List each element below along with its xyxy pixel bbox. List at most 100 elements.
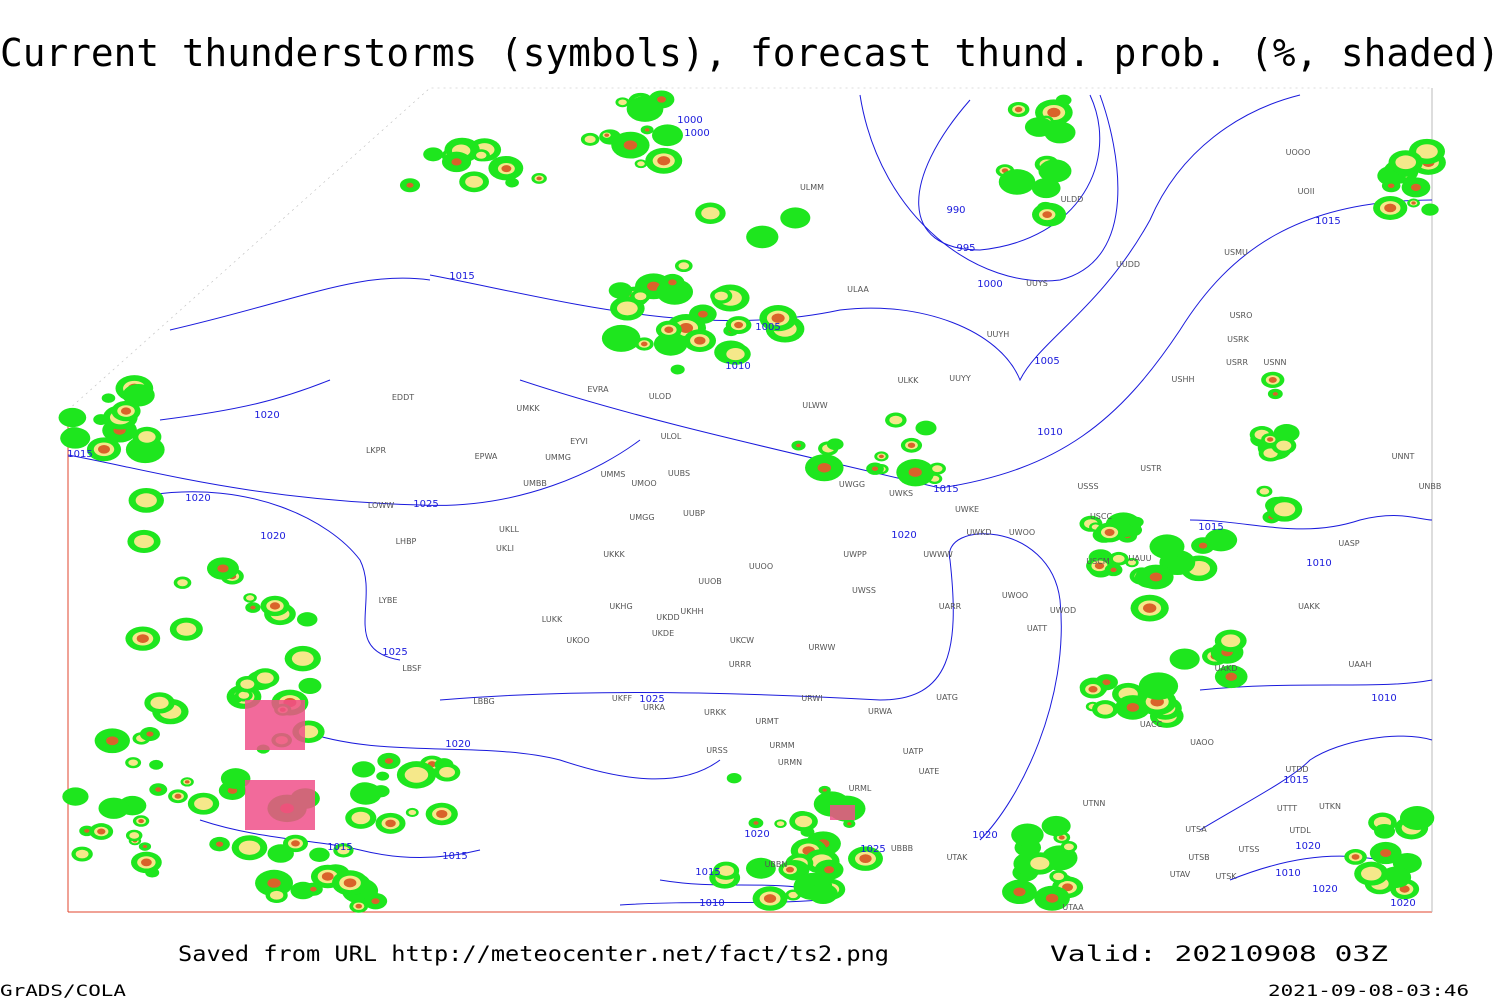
station-label: USRO — [1230, 311, 1253, 320]
shade-high — [98, 445, 110, 454]
station-label: UBBB — [891, 844, 913, 853]
isobar — [519, 199, 1433, 489]
station-label: ULKK — [898, 376, 920, 385]
shade-high — [694, 336, 706, 345]
shade-mid — [788, 891, 798, 899]
isobar — [149, 491, 401, 661]
shade-high — [847, 822, 852, 826]
shade-mid — [128, 759, 138, 766]
station-label: UUYH — [987, 330, 1010, 339]
shade-high — [1387, 183, 1395, 189]
station-label: URWW — [809, 643, 836, 652]
station-label: UTAK — [947, 853, 969, 862]
station-label: UMOO — [631, 479, 656, 488]
isobar-label: 995 — [956, 243, 975, 254]
station-label: ULDD — [1061, 195, 1084, 204]
station-label: URKA — [643, 703, 666, 712]
shade-low — [780, 207, 811, 229]
isobar-label: 1025 — [639, 694, 664, 705]
shade-low — [505, 177, 519, 188]
shade-high — [142, 844, 148, 849]
shade-low — [915, 420, 937, 436]
shade-mid — [465, 175, 484, 188]
station-label: UAAH — [1348, 660, 1371, 669]
shade-high — [269, 602, 281, 610]
isobar — [918, 94, 1101, 251]
shade-high — [501, 165, 512, 173]
shade-high — [291, 840, 300, 847]
thunderstorm-symbols — [245, 700, 305, 750]
shade-high — [1058, 835, 1065, 840]
shade-high — [97, 828, 106, 835]
station-label: UTTT — [1277, 804, 1297, 813]
station-label: URML — [849, 784, 872, 793]
station-label: EPWA — [475, 452, 498, 461]
shade-high — [217, 564, 229, 573]
station-label: UNNT — [1392, 452, 1415, 461]
station-label: EYVI — [570, 437, 588, 446]
station-label: UAUU — [1128, 554, 1151, 563]
shade-high — [771, 313, 785, 323]
station-label: ULWW — [802, 401, 827, 410]
station-label: UKHG — [609, 602, 632, 611]
shade-low — [808, 883, 838, 904]
shade-high — [657, 156, 671, 166]
station-label: UAOO — [1190, 738, 1214, 747]
isobar-label: 1000 — [684, 128, 709, 139]
shade-mid — [138, 431, 156, 443]
shade-low — [1128, 516, 1144, 528]
shade-mid — [1053, 872, 1065, 881]
station-label: UTSA — [1185, 825, 1207, 834]
shade-mid — [678, 262, 690, 270]
isobar-label: 1015 — [1283, 775, 1308, 786]
isobar — [439, 533, 1062, 841]
shade-mid — [616, 301, 638, 316]
shade-mid — [1361, 866, 1382, 881]
station-label: UMMS — [601, 470, 626, 479]
shade-mid — [701, 207, 720, 220]
shade-high — [355, 903, 362, 909]
station-label: URSS — [706, 746, 728, 755]
shade-high — [644, 128, 650, 132]
shade-low — [670, 364, 685, 375]
station-label: UTAV — [1170, 870, 1191, 879]
isobar-label: 1020 — [1390, 898, 1415, 909]
shade-high — [343, 878, 357, 888]
shade-high — [1384, 203, 1397, 213]
shade-low — [1374, 823, 1396, 839]
shade-low — [1149, 534, 1185, 559]
isobar-label: 1020 — [260, 531, 285, 542]
station-label: UWKS — [889, 489, 913, 498]
isobar-label: 1015 — [327, 842, 352, 853]
shade-mid — [291, 651, 314, 666]
isobar-label: 1005 — [755, 322, 780, 333]
station-label: UUYY — [949, 374, 971, 383]
station-label: UMGG — [629, 513, 654, 522]
shade-mid — [238, 840, 261, 855]
shade-high — [1088, 685, 1098, 693]
shade-mid — [1221, 634, 1241, 648]
shade-mid — [634, 292, 647, 301]
shade-high — [1351, 854, 1360, 860]
station-label: UKKK — [603, 550, 625, 559]
shade-high — [734, 321, 744, 329]
shade-mid — [726, 347, 745, 361]
station-label: EVRA — [587, 385, 609, 394]
shade-low — [220, 768, 251, 789]
station-label: UASP — [1338, 539, 1359, 548]
shade-high — [321, 872, 334, 881]
isobar-label: 1010 — [1306, 558, 1331, 569]
shade-high — [1013, 887, 1026, 897]
station-label: UTDD — [1285, 765, 1308, 774]
station-label: UBBN — [765, 860, 788, 869]
station-label: URKK — [704, 708, 727, 717]
shade-high — [623, 140, 638, 150]
shade-low — [754, 858, 771, 871]
shade-mid — [134, 534, 154, 549]
shade-high — [664, 326, 674, 333]
station-label: ULMM — [800, 183, 824, 192]
shade-mid — [270, 890, 284, 900]
shade-high — [698, 310, 708, 318]
shade-mid — [1063, 843, 1074, 851]
shade-high — [536, 176, 542, 181]
